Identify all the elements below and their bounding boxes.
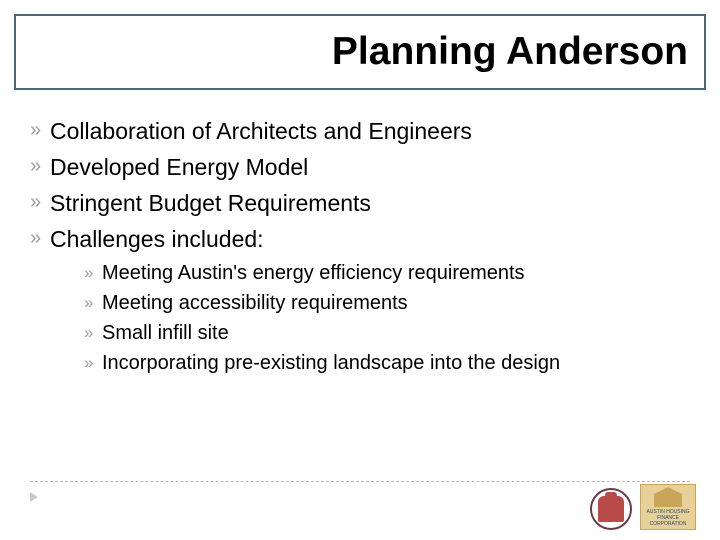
title-box: Planning Anderson	[14, 14, 706, 90]
main-list: » Collaboration of Architects and Engine…	[30, 116, 690, 254]
ahfc-logo: AUSTIN HOUSING FINANCE CORPORATION	[640, 484, 696, 530]
footer-logos: AUSTIN HOUSING FINANCE CORPORATION	[590, 484, 696, 530]
sub-list-item-text: Incorporating pre-existing landscape int…	[102, 350, 560, 376]
sub-list-item: » Meeting Austin's energy efficiency req…	[84, 260, 690, 286]
footer-divider	[30, 481, 690, 482]
bullet-icon: »	[84, 260, 102, 286]
bullet-icon: »	[30, 152, 50, 180]
list-item: » Developed Energy Model	[30, 152, 690, 182]
list-item: » Collaboration of Architects and Engine…	[30, 116, 690, 146]
city-seal-icon	[598, 496, 624, 522]
bullet-icon: »	[30, 224, 50, 252]
sub-list-item-text: Meeting accessibility requirements	[102, 290, 408, 316]
bullet-icon: »	[84, 350, 102, 376]
list-item-text: Collaboration of Architects and Engineer…	[50, 116, 472, 146]
list-item-text: Challenges included:	[50, 224, 264, 254]
sub-list-item-text: Small infill site	[102, 320, 229, 346]
page-title: Planning Anderson	[332, 30, 688, 74]
sub-list: » Meeting Austin's energy efficiency req…	[84, 260, 690, 376]
house-icon	[654, 487, 682, 507]
bullet-icon: »	[84, 290, 102, 316]
ahfc-logo-caption: AUSTIN HOUSING FINANCE CORPORATION	[641, 509, 695, 527]
bullet-icon: »	[30, 116, 50, 144]
sub-list-item: » Incorporating pre-existing landscape i…	[84, 350, 690, 376]
sub-list-item: » Small infill site	[84, 320, 690, 346]
list-item: » Challenges included:	[30, 224, 690, 254]
sub-list-item-text: Meeting Austin's energy efficiency requi…	[102, 260, 525, 286]
list-item-text: Stringent Budget Requirements	[50, 188, 371, 218]
bullet-icon: »	[30, 188, 50, 216]
footer-marker-icon	[30, 492, 38, 502]
bullet-icon: »	[84, 320, 102, 346]
sub-list-item: » Meeting accessibility requirements	[84, 290, 690, 316]
city-seal-logo	[590, 488, 632, 530]
list-item-text: Developed Energy Model	[50, 152, 308, 182]
content-area: » Collaboration of Architects and Engine…	[30, 116, 690, 380]
list-item: » Stringent Budget Requirements	[30, 188, 690, 218]
